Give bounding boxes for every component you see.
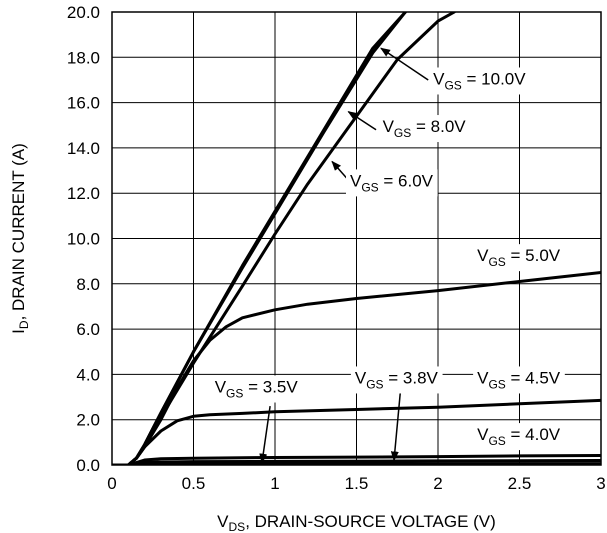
y-tick-label: 6.0 (76, 320, 100, 339)
x-tick-label: 1 (270, 474, 279, 493)
annotation-label: VGS = 3.8V (355, 368, 439, 391)
y-tick-label: 10.0 (67, 230, 100, 249)
y-tick-label: 16.0 (67, 94, 100, 113)
annotation-background (345, 169, 438, 197)
series-line (112, 462, 601, 465)
annotation-background (473, 244, 565, 272)
x-tick-labels: 0 0.5 1 1.5 2 2.5 3 (107, 474, 605, 493)
y-axis-title: ID, DRAIN CURRENT (A) (9, 143, 31, 334)
x-tick-label: 1.5 (345, 474, 369, 493)
annotation-label: VGS = 10.0V (433, 69, 526, 92)
y-tick-label: 4.0 (76, 365, 100, 384)
annotation-background (429, 67, 531, 95)
y-tick-label: 14.0 (67, 139, 100, 158)
annotation-background (378, 115, 471, 143)
annotation-background (473, 366, 565, 394)
y-tick-label: 2.0 (76, 411, 100, 430)
annotation-label: VGS = 4.0V (477, 425, 561, 448)
y-tick-label: 0.0 (76, 456, 100, 475)
plot-frame (111, 11, 602, 466)
annotation-label: VGS = 4.5V (477, 368, 561, 391)
annotation-arrow (259, 406, 271, 464)
x-tick-label: 3 (596, 474, 605, 493)
annotation-layer: VGS = 10.0V VGS = 8.0V VGS = 6.0V VGS = 5.0… (210, 47, 565, 464)
annotation-background (350, 366, 443, 394)
y-tick-label: 12.0 (67, 184, 100, 203)
annotation-label: VGS = 6.0V (350, 171, 434, 194)
annotation-arrow (347, 111, 377, 131)
annotation-arrow (390, 390, 402, 462)
y-tick-label: 18.0 (67, 48, 100, 67)
series-line (112, 459, 601, 465)
annotation-background (210, 375, 303, 403)
series-layer (112, 12, 601, 465)
y-tick-labels: 0.0 2.0 4.0 6.0 8.0 10.0 12.0 14.0 16.0 18.0 20.0 (67, 3, 100, 475)
series-line (112, 398, 601, 465)
x-tick-label: 2 (433, 474, 442, 493)
x-tick-label: 0 (107, 474, 116, 493)
x-tick-label: 2.5 (508, 474, 532, 493)
y-tick-label: 20.0 (67, 3, 100, 22)
y-tick-label: 8.0 (76, 275, 100, 294)
annotation-label: VGS = 5.0V (477, 246, 561, 269)
annotation-label: VGS = 3.5V (215, 378, 299, 401)
annotation-label: VGS = 8.0V (383, 117, 467, 140)
x-axis-title: VDS, DRAIN-SOURCE VOLTAGE (V) (217, 512, 496, 533)
annotation-background (473, 423, 565, 451)
x-tick-label: 0.5 (182, 474, 206, 493)
annotation-arrow (380, 47, 429, 81)
